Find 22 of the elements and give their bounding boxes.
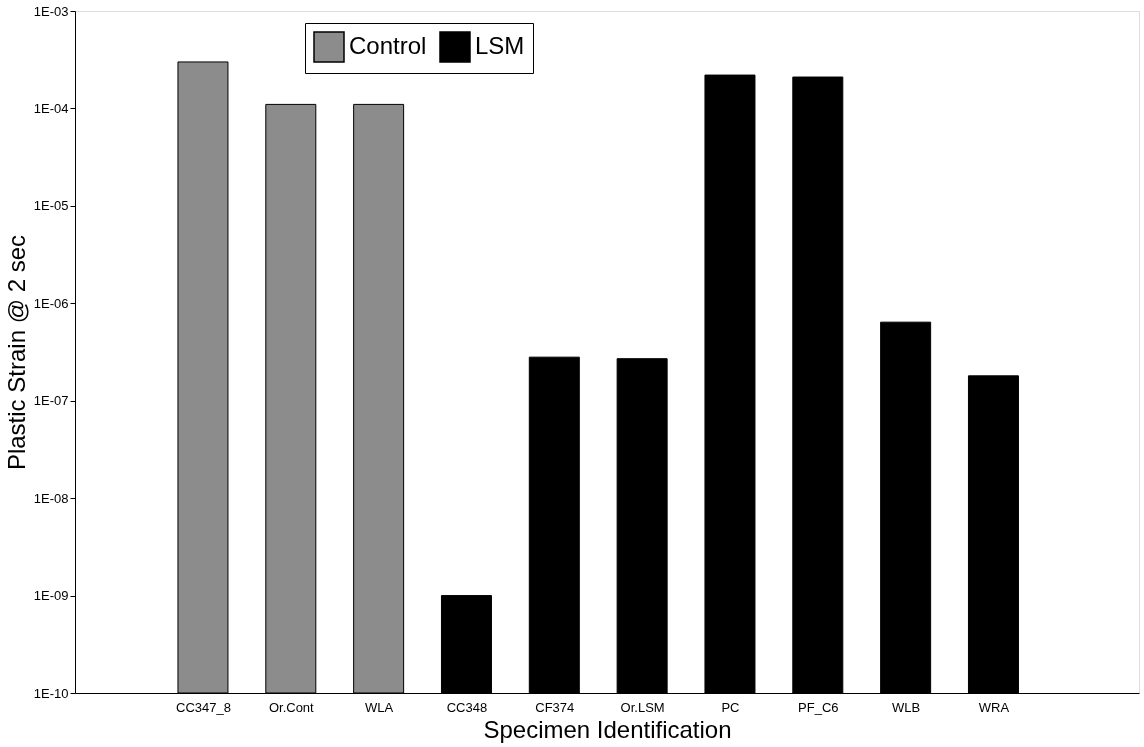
y-tick-label: 1E-07 (33, 393, 69, 409)
y-tick-label: 1E-03 (33, 3, 69, 19)
y-tick-label: 1E-10 (33, 685, 69, 701)
x-tick-label: Or.LSM (620, 699, 665, 715)
x-tick-label: WRA (978, 699, 1010, 715)
legend-label: Control (349, 32, 427, 59)
x-tick-label: CC348 (446, 699, 488, 715)
x-tick-label: WLB (892, 699, 921, 715)
y-tick-label: 1E-04 (33, 100, 69, 116)
x-tick-label: PF_C6 (798, 699, 839, 715)
x-tick-label: Or.Cont (268, 699, 315, 715)
y-tick-label: 1E-08 (33, 490, 69, 506)
x-tick-label: CF374 (535, 699, 575, 715)
y-tick-label: 1E-09 (33, 588, 69, 604)
x-axis-title: Specimen Identification (483, 715, 732, 743)
y-tick-label: 1E-05 (33, 198, 69, 214)
x-tick-label: CC347_8 (176, 699, 231, 715)
legend-label: LSM (475, 32, 525, 59)
x-tick-label: WLA (365, 699, 394, 715)
y-tick-label: 1E-06 (33, 295, 69, 311)
y-axis-title: Plastic Strain @ 2 sec (2, 234, 30, 471)
x-tick-label: PC (721, 699, 740, 715)
